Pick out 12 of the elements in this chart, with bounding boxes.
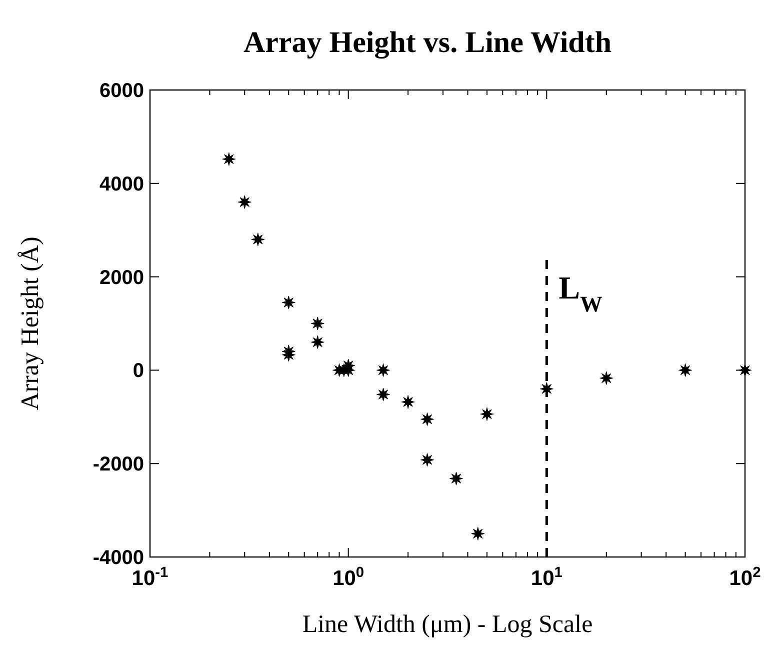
x-tick-label: 10$^{2}$ (729, 565, 761, 590)
x-tick-label: 10$^{0}$ (332, 565, 364, 590)
y-tick-label: 0 (132, 360, 144, 382)
chart-title: Array Height vs. Line Width (243, 26, 612, 59)
x-axis-title: Line Width (μm) - Log Scale (302, 611, 593, 638)
y-tick-label: 4000 (100, 173, 144, 196)
x-tick-label: 10$^{1}$ (530, 565, 562, 590)
y-tick-label: 6000 (100, 80, 144, 102)
ref-line-label: L$_{W}$ (558, 269, 604, 316)
y-tick-label: 2000 (100, 266, 144, 289)
y-axis-title: Array Height (Å) (17, 236, 44, 410)
y-tick-label: -2000 (92, 454, 144, 476)
